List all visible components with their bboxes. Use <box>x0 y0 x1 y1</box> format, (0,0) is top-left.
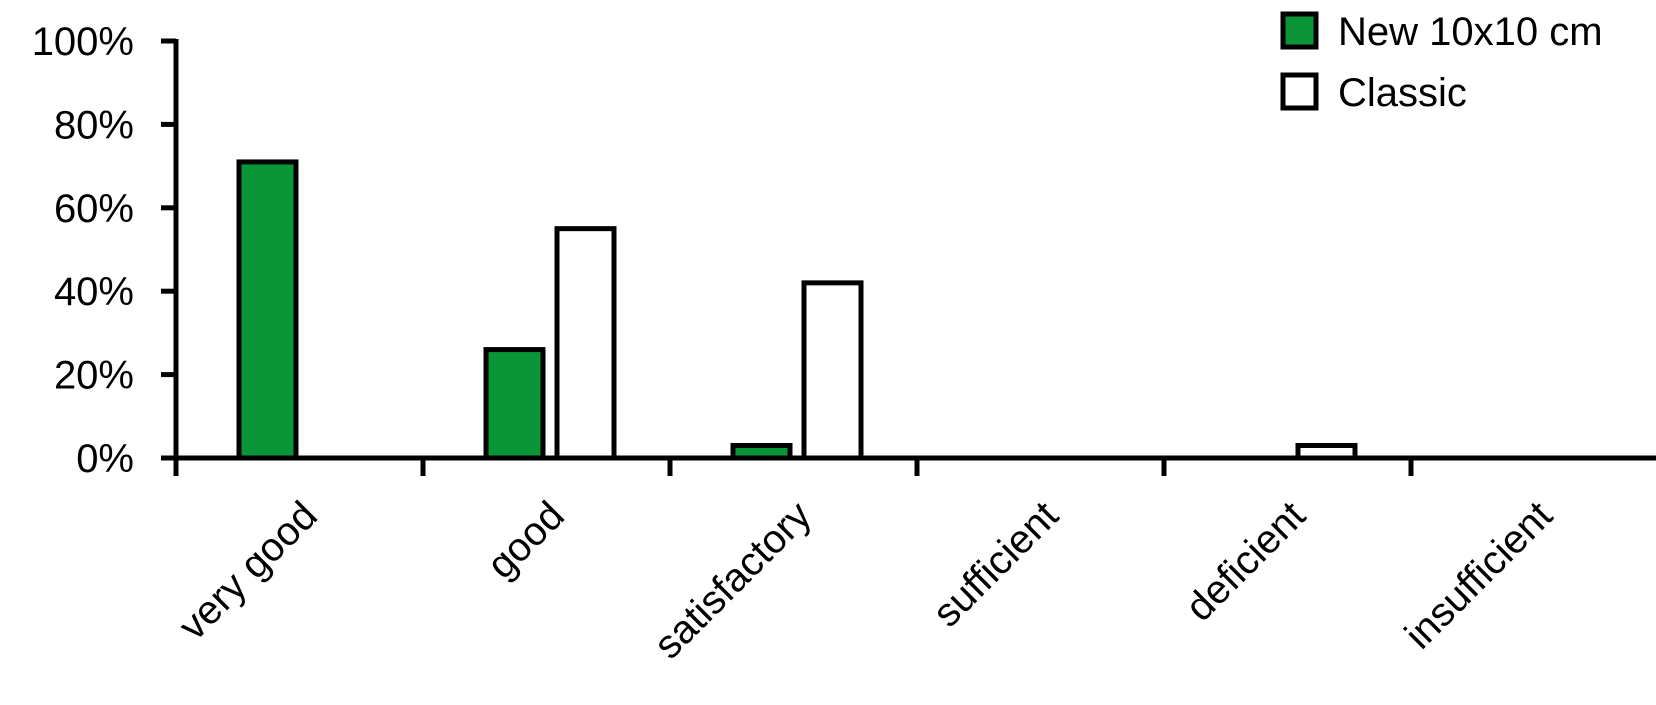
bar-classic <box>554 226 617 461</box>
y-tick-label: 40% <box>54 270 134 314</box>
legend-swatch-new <box>1280 11 1319 50</box>
x-category-label: very good <box>171 493 326 648</box>
x-category-label: insufficient <box>1397 493 1561 657</box>
y-tick-label: 20% <box>54 354 134 398</box>
legend-label-classic: Classic <box>1338 71 1467 115</box>
legend-swatch-classic <box>1280 72 1319 111</box>
bar-classic <box>801 280 864 461</box>
y-tick-label: 80% <box>54 103 134 147</box>
x-category-label: satisfactory <box>646 493 820 667</box>
bar-new <box>236 159 299 461</box>
legend-label-new: New 10x10 cm <box>1338 10 1603 54</box>
y-axis: 0% 20% 40% 60% 80% 100% <box>32 20 179 481</box>
x-axis: very good good satisfactory sufficient defic… <box>161 455 1656 667</box>
legend: New 10x10 cm Classic <box>1280 10 1603 115</box>
y-tick-label: 100% <box>32 20 134 64</box>
bar-new <box>730 442 793 461</box>
y-tick-label: 60% <box>54 187 134 231</box>
x-category-label: good <box>479 493 573 587</box>
x-category-label: deficient <box>1177 493 1313 629</box>
y-tick-label: 0% <box>76 437 134 481</box>
bar-new <box>483 347 546 461</box>
x-category-label: sufficient <box>925 493 1067 635</box>
bar-classic <box>1295 442 1358 461</box>
bars <box>236 159 1358 461</box>
